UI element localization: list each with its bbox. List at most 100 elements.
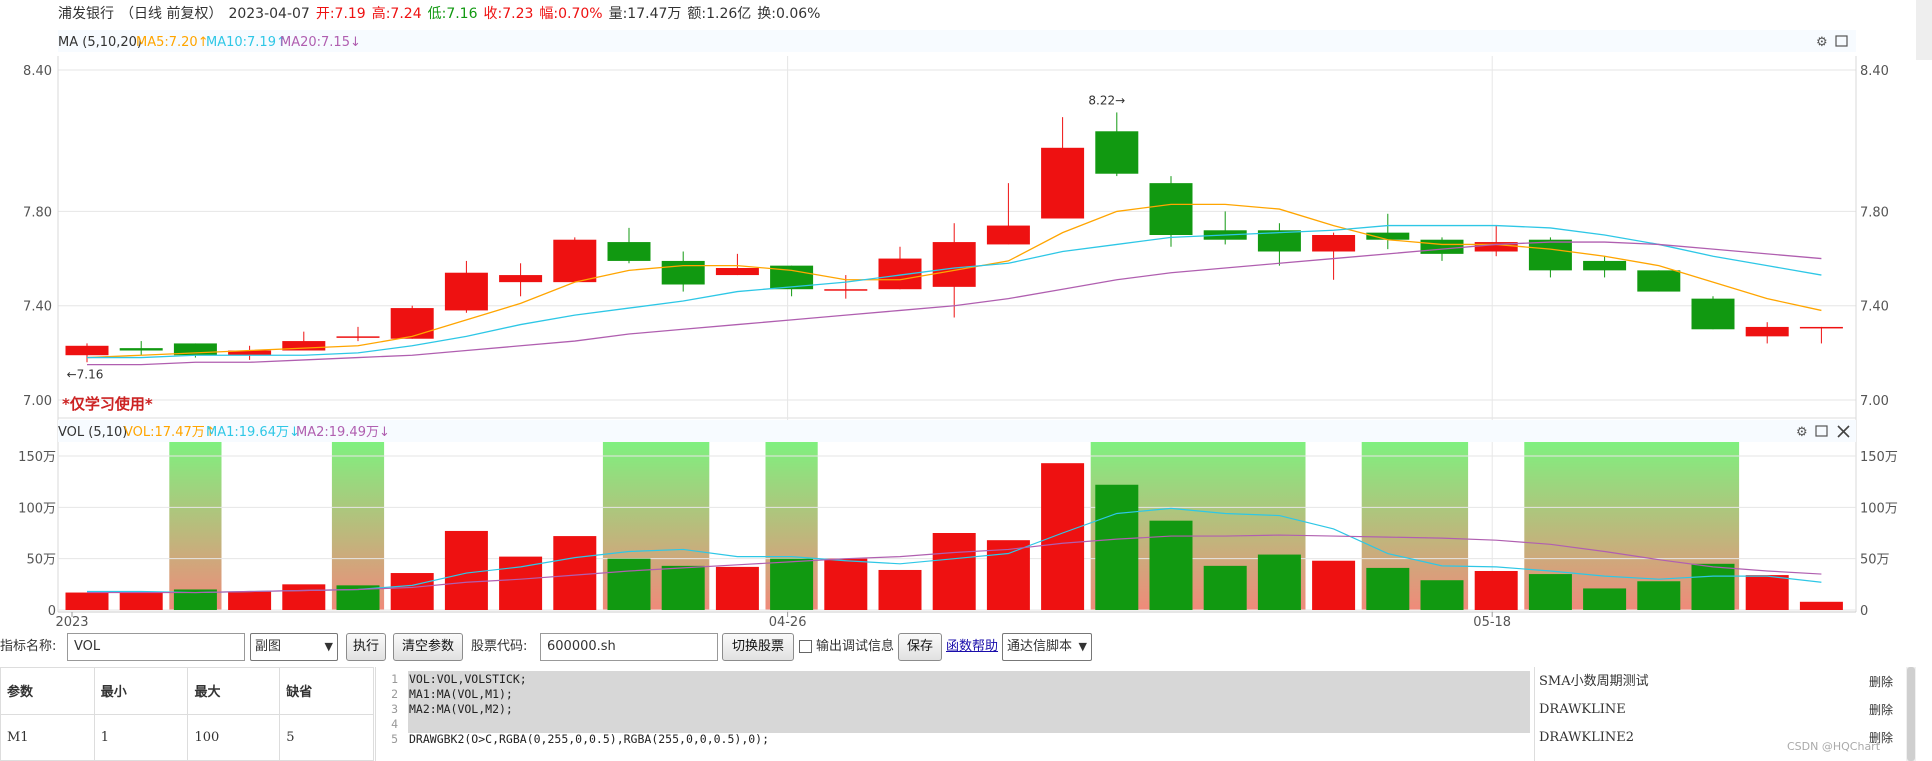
code-text: VOL:VOL,VOLSTICK; [409,672,527,686]
kline-chart[interactable]: MA (5,10,20) MA5:7.20↑ MA10:7.19↑ MA20:7… [0,28,1916,628]
list-item[interactable]: DRAWKLINE 删除 [1535,697,1905,723]
scrollbar-thumb[interactable] [1907,667,1915,761]
param-default-cell[interactable]: 5 [279,713,374,761]
candle-body [932,242,976,287]
candle-body [770,265,814,290]
candle-body [1474,242,1518,252]
volume-bar [607,558,651,610]
volume-bar [770,558,814,610]
volume-bar [1691,563,1735,610]
y-tick-label: 150万 [18,450,56,465]
debug-checkbox[interactable]: 输出调试信息 [799,633,894,661]
page-scroll-strip [1916,0,1932,60]
save-button[interactable]: 保存 [898,633,942,661]
script-name[interactable]: DRAWKLINE [1539,702,1626,717]
candle-body [1691,298,1735,330]
param-header-min: 最小 [93,667,189,715]
execute-button[interactable]: 执行 [346,633,386,661]
vol-ma1-line [87,507,1822,594]
period-label: （日线 前复权） [120,6,223,22]
line-number: 4 [391,717,398,731]
code-selection-highlight [408,671,1530,733]
param-min-cell[interactable]: 1 [93,713,189,761]
delete-button[interactable]: 删除 [1868,675,1893,689]
param-header-name: 参数 [0,667,95,715]
stock-code-label: 股票代码: [471,639,528,654]
candle-body [336,336,380,338]
candle-body [65,345,109,356]
ma10-line [87,224,1822,359]
candle-body [1420,239,1464,254]
x-tick-label: 04-26 [769,615,807,628]
switch-stock-button[interactable]: 切换股票 [722,633,794,661]
volume-bar [1745,575,1789,610]
param-max-cell[interactable]: 100 [187,713,281,761]
indicator-name-input[interactable]: VOL [67,633,245,661]
ma5-value: MA5:7.20↑ [136,35,209,50]
volume-bar [661,565,705,610]
script-list-scrollbar[interactable] [1906,667,1916,761]
svg-text:⚙: ⚙ [1816,35,1828,50]
candle-body [1149,183,1193,235]
volume-bar [878,569,922,610]
vol-ma2-value: MA2:19.49万↓ [296,425,390,440]
price-annotations: 8.22→ ←7.16 [67,93,1126,381]
volume: 量:17.47万 [608,6,682,22]
candle-body [282,341,326,351]
stock-header: 浦发银行 （日线 前复权） 2023-04-07 开:7.19 高:7.24 低:7.16… [0,0,1932,28]
delete-button[interactable]: 删除 [1868,703,1893,717]
script-code-editor[interactable]: 1 VOL:VOL,VOLSTICK; 2 MA1:MA(VOL,M1); 3 MA2… [375,667,1534,761]
y-tick-label: 0 [1860,604,1868,619]
sub-y-axis: 150万 150万 100万 100万 50万 50万 0 0 [18,450,1898,619]
candle-body [553,239,597,283]
ma20-line [87,241,1822,366]
candle-body [444,272,488,311]
checkbox-icon[interactable] [799,640,812,653]
script-name[interactable]: DRAWKLINE2 [1539,730,1635,745]
list-item[interactable]: DRAWKLINE2 删除 [1535,725,1905,751]
vol-value: VOL:17.47万↑ [124,425,216,440]
candle-body [986,225,1030,245]
main-window-icon[interactable] [1835,35,1848,47]
ma-lines [86,203,1822,366]
svg-text:⚙: ⚙ [1796,425,1808,440]
vol-ma2-line [87,534,1822,594]
sub-window-icon[interactable] [1815,425,1828,437]
line-number: 3 [391,702,398,716]
volume-bar [1041,463,1085,610]
y-tick-label: 100万 [1860,501,1898,516]
ma-indicator-name: MA (5,10,20) [58,35,142,50]
function-help-link[interactable]: 函数帮助 [946,639,999,654]
script-type-select[interactable]: 通达信脚本 ▼ [1002,633,1092,661]
x-tick-label: 2023 [55,615,88,628]
indicator-toolbar: 指标名称: VOL 副图 ▼ 执行 清空参数 股票代码: 600000.sh 切… [0,631,1932,665]
window-type-value: 副图 [255,639,282,654]
sub-settings-icon[interactable]: ⚙ [1796,425,1808,440]
vol-indicator-name: VOL (5,10) [58,425,127,440]
window-type-select[interactable]: 副图 ▼ [250,633,338,661]
clear-params-button[interactable]: 清空参数 [393,633,463,661]
y-tick-label: 150万 [1860,450,1898,465]
script-name[interactable]: SMA小数周期测试 [1539,674,1649,689]
background-band [331,442,385,610]
delete-button[interactable]: 删除 [1868,731,1893,745]
list-item[interactable]: SMA小数周期测试 删除 [1535,669,1905,695]
close-price: 收:7.23 [483,6,534,22]
main-settings-icon[interactable]: ⚙ [1816,35,1828,50]
stock-name: 浦发银行 [58,6,114,22]
sub-close-icon[interactable] [1837,425,1850,438]
code-text: MA2:MA(VOL,M2); [409,702,513,716]
volume-bar [1528,574,1572,610]
candle-body [1745,326,1789,337]
main-y-axis: 8.40 8.40 7.80 7.80 7.40 7.40 7.00 7.00 [23,64,1889,409]
y-tick-label: 50万 [1860,553,1890,568]
line-number: 2 [391,687,398,701]
volume-bar [932,533,976,610]
volume-bar [444,530,488,610]
param-name-cell[interactable]: M1 [0,713,95,761]
stock-code-input[interactable]: 600000.sh [540,633,718,661]
candle-body [1528,239,1572,271]
volume-bar [119,592,163,610]
line-number: 5 [391,732,398,746]
table-row[interactable]: M1 1 100 5 [0,713,374,761]
